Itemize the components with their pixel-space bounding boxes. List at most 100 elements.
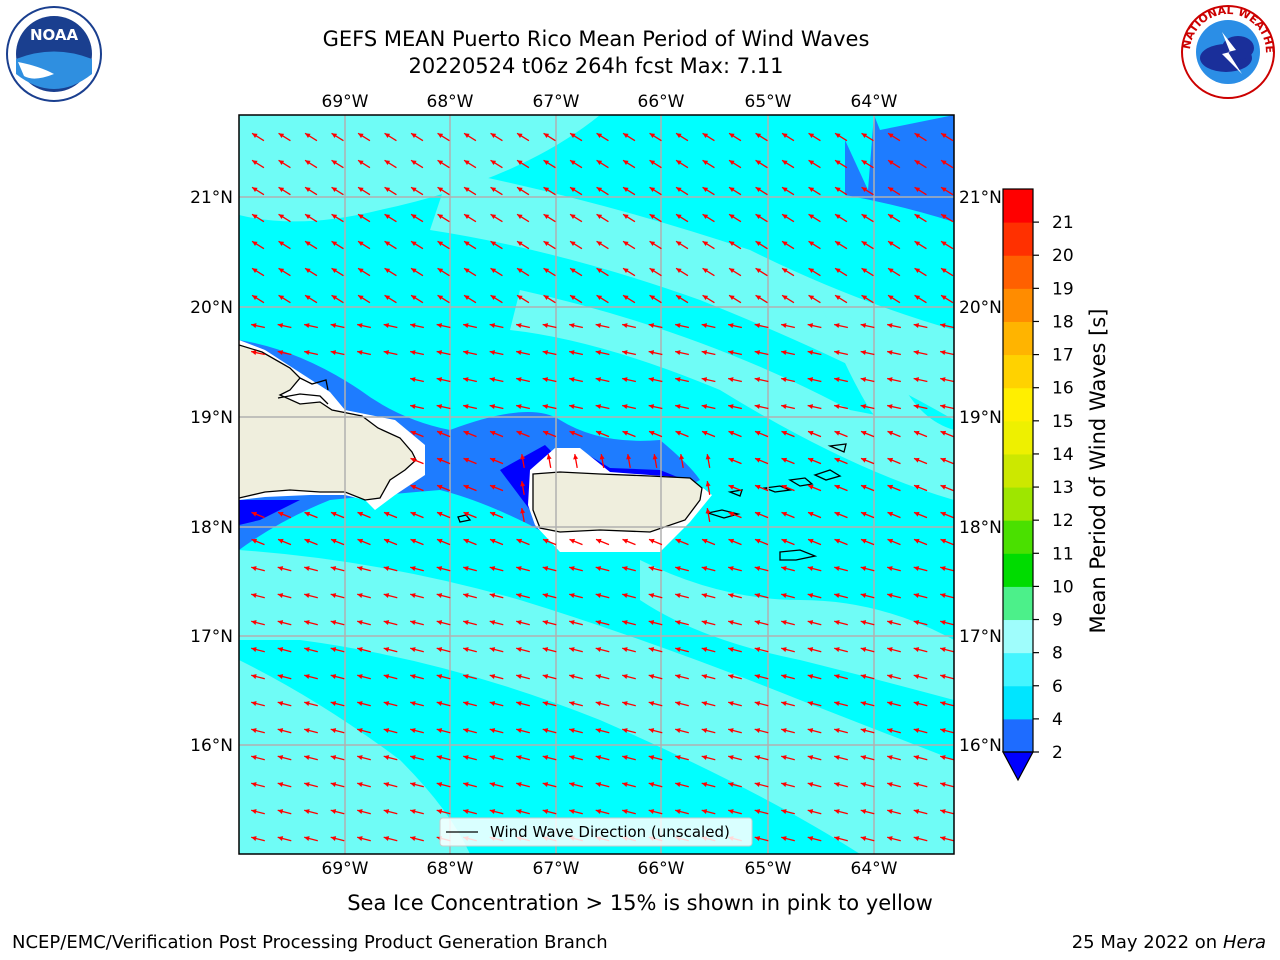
wind-wave-arrow xyxy=(490,240,503,250)
wind-wave-arrow xyxy=(701,755,716,761)
wind-wave-arrow xyxy=(569,674,583,680)
wind-wave-arrow xyxy=(330,836,345,842)
wind-wave-arrow xyxy=(679,453,685,469)
wind-wave-arrow xyxy=(410,538,424,546)
wind-wave-arrow xyxy=(542,377,557,383)
wind-wave-arrow xyxy=(728,267,742,277)
wind-wave-arrow xyxy=(701,377,716,383)
wind-wave-arrow xyxy=(781,430,795,438)
wind-wave-arrow xyxy=(463,213,477,223)
wind-wave-arrow xyxy=(622,323,636,329)
wind-wave-arrow xyxy=(330,782,345,788)
lon-tick-label: 66°W xyxy=(638,92,685,112)
wind-wave-arrow xyxy=(887,836,901,842)
wind-wave-arrow xyxy=(277,728,292,734)
wind-wave-arrow xyxy=(410,457,424,465)
wind-wave-arrow xyxy=(701,593,716,599)
colorbar-segment xyxy=(1003,189,1033,223)
wind-wave-arrow xyxy=(754,350,769,356)
wind-wave-arrow xyxy=(675,186,689,196)
wind-wave-arrow xyxy=(649,294,662,304)
wind-wave-arrow xyxy=(649,159,662,169)
wind-wave-arrow xyxy=(569,728,583,734)
wind-wave-arrow xyxy=(860,674,875,680)
wind-wave-arrow xyxy=(622,350,636,356)
wind-wave-arrow xyxy=(675,809,689,815)
colorbar-segment xyxy=(1003,487,1033,521)
wind-wave-arrow xyxy=(649,240,662,250)
map-area xyxy=(239,115,954,854)
noaa-logo-icon: NOAA xyxy=(6,6,102,102)
wind-wave-arrow xyxy=(596,132,609,142)
wind-wave-arrow xyxy=(437,294,450,304)
wind-wave-arrow xyxy=(887,377,901,383)
wind-wave-arrow xyxy=(516,647,530,653)
wind-wave-arrow xyxy=(516,538,530,546)
wind-wave-arrow xyxy=(543,213,556,223)
wind-wave-arrow xyxy=(807,566,822,572)
wind-wave-arrow xyxy=(251,159,265,169)
wind-wave-arrow xyxy=(887,457,901,465)
wind-wave-arrow xyxy=(595,323,610,329)
wind-wave-arrow xyxy=(331,213,344,223)
wind-wave-arrow xyxy=(913,511,928,519)
wind-wave-arrow xyxy=(728,350,742,356)
wind-wave-arrow xyxy=(463,484,477,492)
wind-wave-arrow xyxy=(251,511,265,519)
hispaniola-land xyxy=(239,345,416,500)
wind-wave-arrow xyxy=(914,240,927,250)
wind-wave-arrow xyxy=(781,836,795,842)
wind-wave-arrow xyxy=(754,430,769,438)
wind-wave-arrow xyxy=(251,809,265,815)
wind-wave-arrow xyxy=(648,538,663,546)
wind-wave-arrow xyxy=(887,620,901,626)
wind-wave-arrow xyxy=(569,240,583,250)
wind-wave-arrow xyxy=(913,755,928,761)
wind-wave-arrow xyxy=(569,620,583,626)
wind-wave-arrow xyxy=(490,267,503,277)
lat-tick-label: 21°N xyxy=(190,188,233,208)
footer-machine: Hera xyxy=(1222,932,1266,953)
wind-wave-arrow xyxy=(599,453,605,469)
wind-wave-arrow xyxy=(251,350,265,356)
wind-wave-arrow xyxy=(675,620,689,626)
wind-wave-arrow xyxy=(330,809,345,815)
wind-wave-arrow xyxy=(834,132,848,142)
wind-wave-arrow xyxy=(728,484,742,492)
wind-wave-arrow xyxy=(516,755,530,761)
wind-wave-arrow xyxy=(489,511,504,519)
wind-wave-arrow xyxy=(728,430,742,438)
wind-wave-arrow xyxy=(887,213,901,223)
wind-wave-arrow xyxy=(384,213,397,223)
wind-wave-arrow xyxy=(595,674,610,680)
wind-wave-arrow xyxy=(887,350,901,356)
wind-wave-arrow xyxy=(755,240,768,250)
wind-wave-arrow xyxy=(940,323,954,329)
wind-wave-arrow xyxy=(861,267,874,277)
wind-wave-arrow xyxy=(940,538,954,546)
wind-wave-arrow xyxy=(808,240,821,250)
wind-wave-arrow xyxy=(277,566,292,572)
wind-wave-arrow xyxy=(648,323,663,329)
wind-wave-arrow xyxy=(648,620,663,626)
wind-wave-arrow xyxy=(861,240,874,250)
lat-tick-label: 19°N xyxy=(959,408,1002,428)
wind-wave-arrow xyxy=(622,213,636,223)
wind-wave-arrow xyxy=(357,240,371,250)
wind-wave-arrow xyxy=(331,294,344,304)
wind-wave-arrow xyxy=(701,782,716,788)
wind-wave-arrow xyxy=(675,213,689,223)
wind-wave-arrow xyxy=(331,132,344,142)
wind-wave-arrow xyxy=(569,186,583,196)
wind-wave-arrow xyxy=(648,701,663,707)
wind-wave-arrow xyxy=(728,809,742,815)
wind-wave-arrow xyxy=(887,538,901,546)
wind-wave-arrow xyxy=(834,323,848,329)
wind-wave-arrow xyxy=(807,809,822,815)
wind-wave-arrow xyxy=(887,755,901,761)
wind-wave-arrow xyxy=(520,480,526,496)
wind-wave-arrow xyxy=(887,782,901,788)
wind-wave-arrow xyxy=(437,267,450,277)
wind-wave-arrow xyxy=(940,240,954,250)
wind-wave-arrow xyxy=(383,728,398,734)
